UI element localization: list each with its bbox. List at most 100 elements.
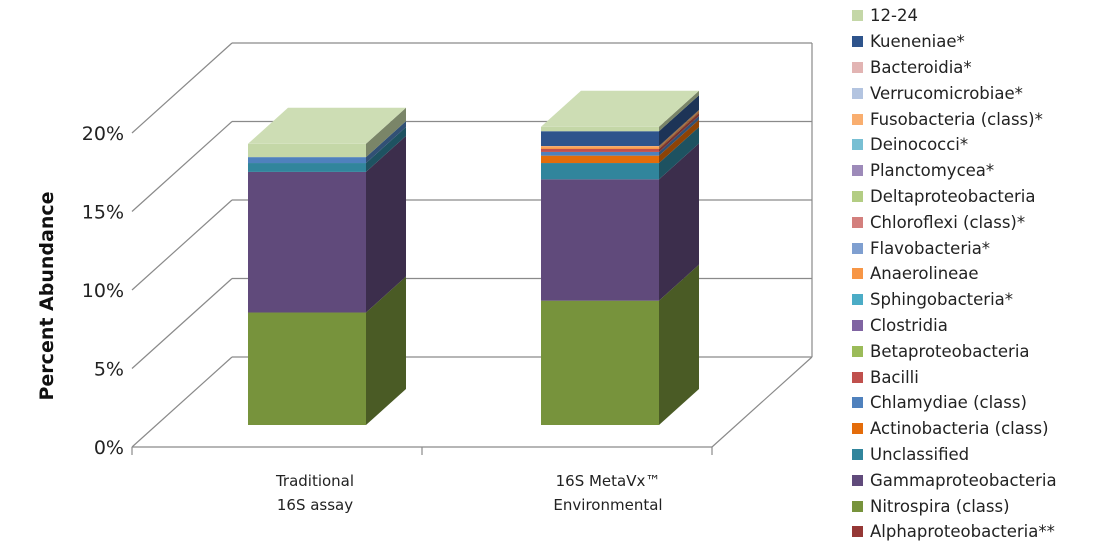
- bar-side-gammaproteobacteria: [659, 143, 699, 301]
- legend-item-deltaproteobacteria: Deltaproteobacteria: [852, 184, 1057, 210]
- legend-swatch: [852, 139, 863, 151]
- bar-segment-gammaproteobacteria: [248, 171, 366, 313]
- floor-right-edge: [711, 356, 813, 448]
- legend-item-flavobacteria: Flavobacteria*: [852, 235, 1057, 261]
- bar-segment-nitrospira-class: [541, 300, 659, 425]
- legend-swatch: [852, 423, 863, 435]
- legend-swatch: [852, 242, 863, 254]
- x-category-label: Environmental: [553, 496, 662, 514]
- legend-item-kueneniae: Kueneniae*: [852, 29, 1057, 55]
- bar-side-chlamydiae-class: [366, 121, 406, 164]
- legend-swatch: [852, 216, 863, 228]
- bar-top-12-24: [248, 107, 406, 144]
- legend-item-planctomycea: Planctomycea*: [852, 158, 1057, 184]
- bar-side-actinobacteria-class: [659, 119, 699, 164]
- legend-item-deinococci: Deinococci*: [852, 132, 1057, 158]
- legend-swatch: [852, 165, 863, 177]
- bar-stack-2: [541, 90, 699, 425]
- legend-item-clostridia: Clostridia: [852, 313, 1057, 339]
- legend-label: Planctomycea*: [870, 161, 995, 181]
- bar-segment-anaerolineae: [541, 147, 659, 149]
- bar-side-gammaproteobacteria: [366, 135, 406, 313]
- bar-side-unclassified: [659, 127, 699, 180]
- bar-segment-chlamydiae-class: [541, 151, 659, 156]
- legend-swatch: [852, 448, 863, 460]
- bar-side-nitrospira-class: [366, 276, 406, 425]
- legend-swatch: [852, 319, 863, 331]
- legend-label: Unclassified: [870, 444, 970, 464]
- y-tick-label: 0%: [94, 437, 124, 459]
- legend-item-bacilli: Bacilli: [852, 364, 1057, 390]
- legend-label: Alphaproteobacteria**: [870, 522, 1055, 542]
- side-gridline: [131, 121, 233, 212]
- legend-swatch: [852, 345, 863, 357]
- legend-swatch: [852, 294, 863, 306]
- legend-label: Chlamydiae (class): [870, 393, 1027, 413]
- y-axis-ticks: 0% 5% 10% 15% 20%: [82, 123, 124, 459]
- chart-bars: [248, 90, 699, 425]
- x-category-label: 16S assay: [277, 496, 353, 514]
- chart-walls: [131, 42, 813, 455]
- legend-label: Nitrospira (class): [870, 496, 1010, 516]
- legend-item-fusobacteria-class: Fusobacteria (class)*: [852, 106, 1057, 132]
- chart-legend: 12-24 Kueneniae* Bacteroidia* Verrucomicrob…: [852, 3, 1057, 545]
- y-axis-label: Percent Abundance: [36, 191, 58, 400]
- legend-swatch: [852, 113, 863, 125]
- legend-label: Verrucomicrobiae*: [870, 83, 1023, 103]
- y-tick-label: 5%: [94, 359, 124, 381]
- bar-side-bacilli: [659, 112, 699, 152]
- bar-segment-chlamydiae-class: [248, 157, 366, 164]
- legend-item-chloroflexi-class: Chloroflexi (class)*: [852, 209, 1057, 235]
- legend-swatch: [852, 10, 863, 22]
- legend-swatch: [852, 190, 863, 202]
- legend-label: Deltaproteobacteria: [870, 186, 1036, 206]
- legend-label: Kueneniae*: [870, 32, 965, 52]
- legend-label: Betaproteobacteria: [870, 341, 1030, 361]
- legend-label: Bacteroidia*: [870, 57, 972, 77]
- side-gridline: [131, 199, 233, 291]
- legend-swatch: [852, 500, 863, 512]
- legend-item-nitrospira-class: Nitrospira (class): [852, 493, 1057, 519]
- bar-segment-gammaproteobacteria: [541, 179, 659, 301]
- legend-label: Clostridia: [870, 315, 948, 335]
- legend-item-anaerolineae: Anaerolineae: [852, 261, 1057, 287]
- legend-item-sphingobacteria: Sphingobacteria*: [852, 287, 1057, 313]
- bar-segment-12-24: [248, 143, 366, 158]
- legend-swatch: [852, 526, 863, 538]
- bar-segment-nitrospira-class: [248, 312, 366, 425]
- side-gridline: [131, 278, 233, 369]
- bar-side-nitrospira-class: [659, 264, 699, 425]
- legend-label: Sphingobacteria*: [870, 290, 1014, 310]
- legend-label: Chloroflexi (class)*: [870, 212, 1026, 232]
- bar-segment-unclassified: [248, 163, 366, 172]
- legend-item-12-24: 12-24: [852, 3, 1057, 29]
- bar-segment-fusobacteria-class: [541, 146, 659, 148]
- bar-stack-1: [248, 107, 406, 425]
- x-category-label: Traditional: [275, 472, 354, 490]
- bar-segment-bacilli: [541, 148, 659, 152]
- x-category-label: 16S MetaVx™: [556, 472, 661, 490]
- bar-side-fusobacteria-class: [659, 110, 699, 148]
- bar-segment-unclassified: [541, 163, 659, 180]
- bar-top-12-24: [541, 90, 699, 127]
- legend-item-alphaproteobacteria: Alphaproteobacteria**: [852, 519, 1057, 545]
- bar-side-12-24: [659, 90, 699, 132]
- legend-swatch: [852, 87, 863, 99]
- legend-swatch: [852, 371, 863, 383]
- legend-swatch: [852, 474, 863, 486]
- legend-swatch: [852, 268, 863, 280]
- legend-swatch: [852, 61, 863, 73]
- legend-item-actinobacteria-class: Actinobacteria (class): [852, 416, 1057, 442]
- bar-side-anaerolineae: [659, 111, 699, 149]
- legend-item-bacteroidia: Bacteroidia*: [852, 55, 1057, 81]
- y-tick-label: 15%: [82, 202, 124, 224]
- bar-side-chlamydiae-class: [659, 115, 699, 156]
- x-axis-categories: Traditional 16S assay 16S MetaVx™ Environme…: [275, 472, 663, 514]
- side-gridline: [131, 42, 233, 134]
- y-tick-label: 10%: [82, 280, 124, 302]
- legend-label: Fusobacteria (class)*: [870, 109, 1043, 129]
- legend-item-chlamydiae-class: Chlamydiae (class): [852, 390, 1057, 416]
- legend-label: Gammaproteobacteria: [870, 470, 1057, 490]
- legend-swatch: [852, 397, 863, 409]
